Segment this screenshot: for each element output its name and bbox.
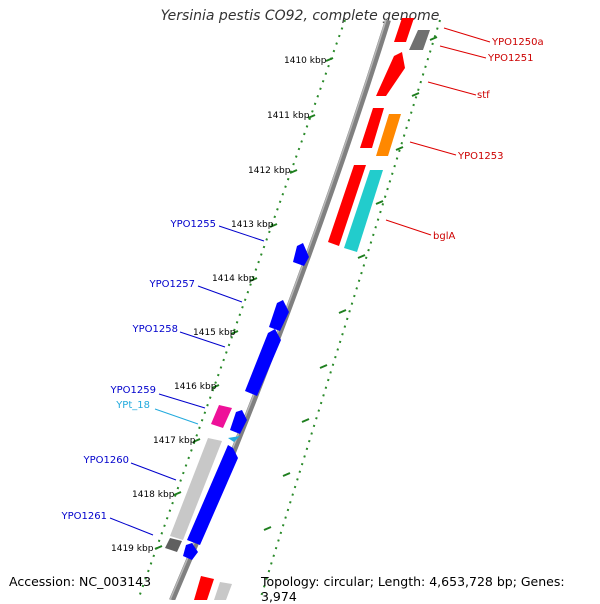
forward-labels: YPO1250a YPO1251 stf YPO1253 bglA [433, 37, 544, 242]
gene-bgla [344, 170, 383, 252]
ruler-label: 1415 kbp [193, 328, 236, 338]
gene-label-ypt18: YPt_18 [115, 400, 150, 411]
ruler-label: 1414 kbp [212, 274, 255, 284]
gene-label-ypo1253: YPO1253 [457, 151, 503, 162]
gene-label-stf: stf [477, 90, 490, 101]
forward-callouts [385, 27, 491, 236]
ruler-label: 1416 kbp [174, 382, 217, 392]
gene-label-ypo1259: YPO1259 [110, 385, 156, 396]
gene-ypo1260 [187, 445, 238, 545]
reverse-labels: YPO1255 YPO1257 YPO1258 YPO1259 YPt_18 Y… [61, 219, 216, 522]
accession-label: Accession: NC_003143 [9, 574, 152, 589]
gene-label-ypo1261: YPO1261 [61, 511, 107, 522]
gene-bottom-red [194, 576, 214, 600]
forward-ticks [263, 36, 438, 531]
ruler-label: 1417 kbp [153, 436, 196, 446]
gene-ypt18-mark [228, 436, 240, 442]
ruler-labels: 1410 kbp 1411 kbp 1412 kbp 1413 kbp 1414… [111, 56, 327, 554]
gene-label-ypo1258: YPO1258 [132, 324, 178, 335]
gene-ypo1255 [293, 243, 309, 266]
gene-label-ypo1250a: YPO1250a [491, 37, 544, 48]
gene-ypo1259 [211, 405, 232, 428]
gene-ypt18 [230, 410, 247, 434]
reverse-callouts [109, 225, 265, 536]
ruler-label: 1412 kbp [248, 166, 291, 176]
kbp-ticks [154, 57, 334, 550]
ruler-label: 1411 kbp [267, 111, 310, 121]
gene-ypo1260-grey [170, 438, 222, 540]
ruler-label: 1410 kbp [284, 56, 327, 66]
gene-ypo1261-grey [165, 538, 182, 552]
gene-ypo1253 [376, 114, 401, 156]
gene-label-ypo1260: YPO1260 [83, 455, 129, 466]
gene-stf [376, 52, 405, 96]
gene-label-ypo1251: YPO1251 [487, 53, 533, 64]
ruler-label: 1418 kbp [132, 490, 175, 500]
gene-ypo1258 [245, 329, 281, 396]
gene-ypo1252-left [360, 108, 384, 148]
gene-ypo1251 [409, 30, 430, 50]
gene-label-ypo1255: YPO1255 [170, 219, 216, 230]
reverse-features [165, 243, 309, 560]
gene-ypo1257 [269, 300, 289, 331]
gene-bottom-grey [214, 582, 232, 600]
gene-ypo1261 [183, 543, 198, 560]
ruler-label: 1413 kbp [231, 220, 274, 230]
forward-features [328, 18, 430, 252]
gene-label-ypo1257: YPO1257 [149, 279, 195, 290]
genome-title: Yersinia pestis CO92, complete genome [160, 8, 440, 24]
ruler-label: 1419 kbp [111, 544, 154, 554]
guide-line-outer-left [137, 19, 346, 600]
gene-ypo1250a [394, 18, 414, 42]
gene-label-bgla: bglA [433, 231, 455, 242]
gene-bgla-left [328, 165, 366, 246]
bottom-features [194, 576, 232, 600]
